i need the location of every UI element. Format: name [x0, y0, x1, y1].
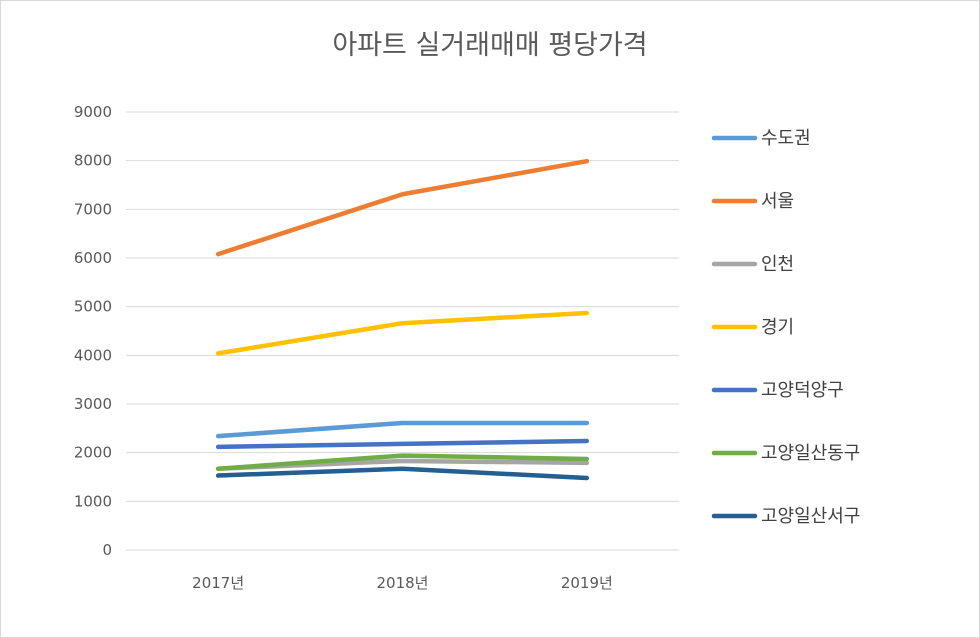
series-line-1	[215, 158, 590, 257]
y-tick-label: 2000	[74, 444, 112, 462]
y-tick-label: 5000	[74, 298, 112, 316]
legend-label-6: 고양일산서구	[761, 506, 860, 527]
series-line-4	[215, 438, 590, 450]
legend-label-3: 경기	[761, 317, 794, 338]
series-line-3	[215, 310, 590, 356]
y-tick-label: 7000	[74, 200, 112, 218]
legend-label-1: 서울	[761, 191, 794, 212]
x-axis-ticks: 2017년 2018년 2019년	[192, 574, 613, 592]
y-tick-label: 1000	[74, 492, 112, 510]
series-line-6	[215, 466, 590, 481]
series-line-0	[215, 420, 590, 439]
x-tick-label: 2019년	[561, 574, 613, 592]
y-tick-label: 4000	[74, 346, 112, 364]
series-line-5	[215, 453, 590, 471]
legend-label-5: 고양일산동구	[761, 443, 860, 464]
series-lines	[215, 158, 590, 481]
x-tick-label: 2018년	[377, 574, 429, 592]
gridlines	[126, 111, 679, 551]
legend-label-2: 인천	[761, 254, 794, 275]
legend-label-0: 수도권	[761, 128, 811, 149]
x-tick-label: 2017년	[192, 574, 244, 592]
chart-title: 아파트 실거래매매 평당가격	[332, 30, 647, 61]
y-axis-ticks: 0 1000 2000 3000 4000 5000 6000 7000 8000 9000	[74, 103, 112, 559]
y-tick-label: 3000	[74, 395, 112, 413]
y-tick-label: 0	[102, 541, 112, 559]
legend-label-4: 고양덕양구	[761, 380, 844, 401]
y-tick-label: 8000	[74, 152, 112, 170]
y-tick-label: 9000	[74, 103, 112, 121]
y-tick-label: 6000	[74, 249, 112, 267]
